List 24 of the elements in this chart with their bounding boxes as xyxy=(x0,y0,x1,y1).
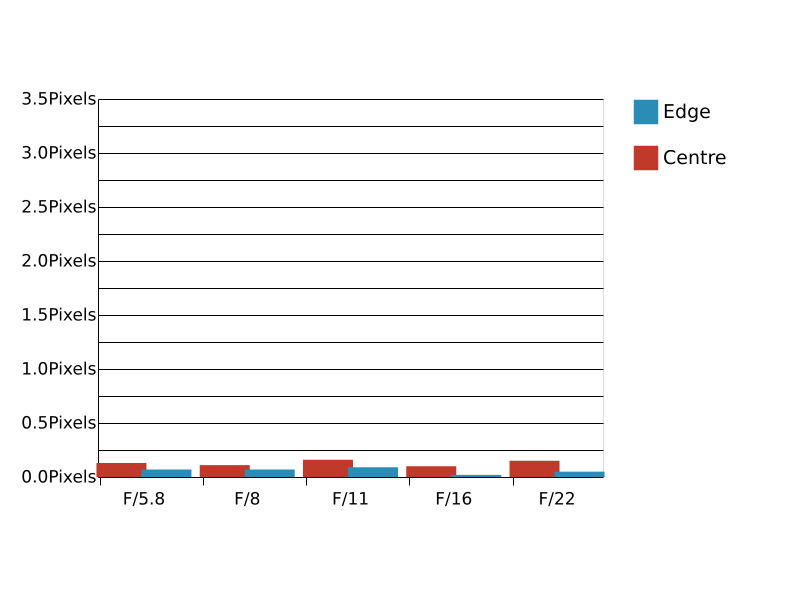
y-tick-label: 2.0Pixels xyxy=(21,252,97,272)
bar xyxy=(348,467,398,477)
x-tick-label: F/8 xyxy=(234,490,260,510)
bar xyxy=(200,465,250,477)
x-tick-label: F/22 xyxy=(538,490,576,510)
bar xyxy=(96,462,146,477)
y-tick-label: 3.5Pixels xyxy=(21,90,97,110)
bar xyxy=(302,460,353,477)
y-tick-label: 0.5Pixels xyxy=(21,414,97,434)
bar xyxy=(141,469,192,477)
bar xyxy=(510,460,560,477)
x-tick-label: F/5.8 xyxy=(122,490,166,510)
bar xyxy=(406,466,456,477)
y-tick-label: 0.0Pixels xyxy=(21,468,97,488)
y-tick-label: 1.5Pixels xyxy=(21,306,97,326)
legend-label: Edge xyxy=(663,101,711,123)
y-tick-label: 3.0Pixels xyxy=(21,144,97,164)
x-tick-label: F/16 xyxy=(435,490,472,510)
x-tick-label: F/11 xyxy=(332,490,370,510)
y-tick-label: 2.5Pixels xyxy=(21,198,97,218)
y-tick-label: 1.0Pixels xyxy=(21,360,97,380)
bar xyxy=(554,472,605,477)
legend-label: Centre xyxy=(663,147,727,169)
bar xyxy=(244,469,295,477)
